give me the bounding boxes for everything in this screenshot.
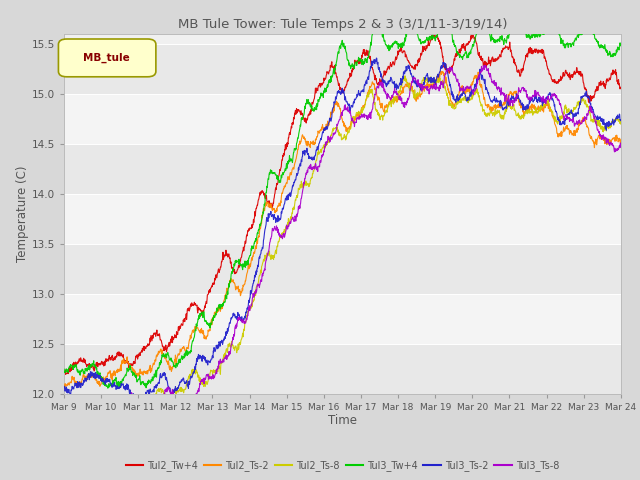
Bar	[64, 243, 621, 294]
Bar	[64, 294, 621, 344]
Bar	[64, 344, 621, 394]
Bar	[64, 94, 621, 144]
FancyBboxPatch shape	[58, 39, 156, 77]
Bar	[64, 44, 621, 94]
Text: MB_tule: MB_tule	[83, 53, 131, 63]
Y-axis label: Temperature (C): Temperature (C)	[16, 165, 29, 262]
Bar	[64, 193, 621, 243]
X-axis label: Time: Time	[328, 414, 357, 427]
Legend: Tul2_Tw+4, Tul2_Ts-2, Tul2_Ts-8, Tul3_Tw+4, Tul3_Ts-2, Tul3_Ts-8: Tul2_Tw+4, Tul2_Ts-2, Tul2_Ts-8, Tul3_Tw…	[122, 456, 563, 475]
Title: MB Tule Tower: Tule Temps 2 & 3 (3/1/11-3/19/14): MB Tule Tower: Tule Temps 2 & 3 (3/1/11-…	[178, 18, 507, 31]
Bar	[64, 144, 621, 193]
